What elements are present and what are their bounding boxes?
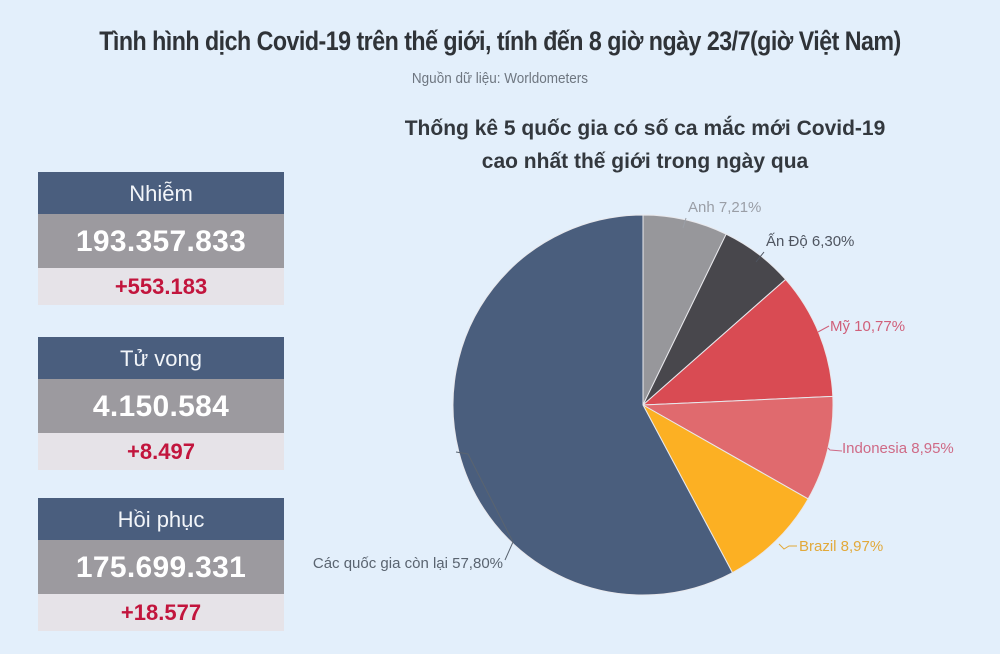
stat-card-deaths: Tử vong 4.150.584 +8.497	[38, 337, 284, 470]
chart-title-line-1: Thống kê 5 quốc gia có số ca mắc mới Cov…	[404, 117, 886, 140]
pie-slice-3	[641, 395, 834, 500]
leader-line	[827, 447, 843, 452]
stat-card-infected: Nhiễm 193.357.833 +553.183	[38, 172, 284, 305]
page-title: Tình hình dịch Covid-19 trên thế giới, t…	[99, 26, 901, 56]
slice-label: Các quốc gia còn lại 57,80%	[313, 555, 503, 572]
stat-delta: +18.577	[38, 594, 284, 631]
chart-title: Thống kê 5 quốc gia có số ca mắc mới Cov…	[395, 112, 895, 178]
stat-delta: +8.497	[38, 433, 284, 470]
slice-label: Anh 7,21%	[688, 199, 761, 216]
leader-line	[778, 543, 797, 550]
pie-labels: Anh 7,21% Ấn Độ 6,30% Mỹ 10,77% Indonesia 8…	[313, 199, 954, 572]
stat-card-recovered: Hồi phục 175.699.331 +18.577	[38, 498, 284, 631]
leader-line	[682, 217, 687, 229]
data-source: Nguồn dữ liệu: Worldometers	[411, 70, 589, 87]
stat-label: Nhiễm	[38, 172, 284, 214]
stat-label: Tử vong	[38, 337, 284, 379]
chart-title-line-2: cao nhất thế giới trong ngày qua	[481, 150, 809, 173]
slice-label: Brazil 8,97%	[799, 538, 883, 555]
pie-slice-5	[452, 214, 734, 596]
leader-line	[817, 325, 830, 333]
slice-label: Mỹ 10,77%	[830, 318, 905, 335]
slice-label: Indonesia 8,95%	[842, 440, 954, 457]
pie-slices	[452, 214, 834, 596]
leader-line	[455, 451, 514, 561]
stat-label: Hồi phục	[38, 498, 284, 540]
slice-label: Ấn Độ 6,30%	[766, 233, 854, 250]
stat-total: 193.357.833	[38, 214, 284, 268]
stat-total: 175.699.331	[38, 540, 284, 594]
leader-line	[755, 251, 765, 263]
pie-slice-2	[641, 278, 834, 406]
stat-delta: +553.183	[38, 268, 284, 305]
stat-total: 4.150.584	[38, 379, 284, 433]
pie-slice-4	[641, 403, 809, 574]
pie-leader-lines	[455, 217, 843, 561]
